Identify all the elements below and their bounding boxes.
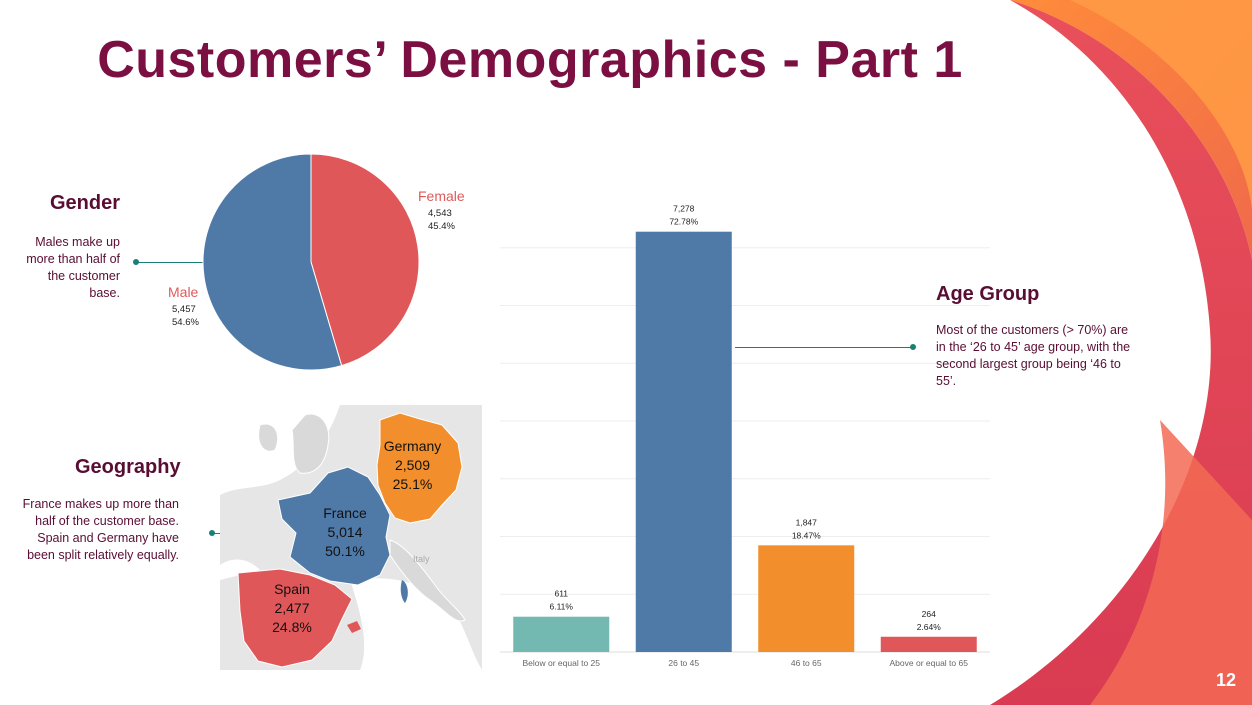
germany-percent: 25.1% bbox=[392, 476, 433, 492]
x-tick-label: Below or equal to 25 bbox=[523, 658, 601, 668]
age-heading: Age Group bbox=[936, 283, 1040, 305]
france-count: 5,014 bbox=[327, 524, 363, 540]
gender-description: Males make up more than half of the cust… bbox=[26, 235, 120, 300]
france-region bbox=[277, 466, 391, 586]
bar-percent-label: 6.11% bbox=[550, 602, 574, 612]
bar-1 bbox=[513, 616, 610, 652]
x-tick-label: Above or equal to 65 bbox=[890, 658, 969, 668]
age-connector-line bbox=[735, 347, 913, 348]
europe-map: Italy bbox=[220, 405, 482, 670]
gender-pie-chart bbox=[202, 153, 420, 371]
bar-4 bbox=[880, 636, 977, 652]
bar-value-label: 611 bbox=[554, 589, 568, 599]
spain-percent: 24.8% bbox=[272, 619, 312, 635]
germany-count: 2,509 bbox=[394, 457, 431, 473]
male-count: 5,457 bbox=[172, 304, 196, 315]
gender-connector-line bbox=[136, 262, 206, 263]
x-tick-label: 46 to 65 bbox=[791, 658, 822, 668]
x-tick-label: 26 to 45 bbox=[668, 658, 699, 668]
spain-count: 2,477 bbox=[274, 600, 310, 616]
spain-region bbox=[237, 568, 353, 668]
italy-label: Italy bbox=[413, 554, 430, 564]
female-label: Female bbox=[418, 188, 465, 204]
slide-title: Customers’ Demographics - Part 1 bbox=[97, 31, 963, 89]
pie-slice-female bbox=[310, 153, 420, 367]
pie-slice-male bbox=[202, 153, 343, 371]
bar-percent-label: 18.47% bbox=[792, 530, 821, 540]
bar-3 bbox=[758, 545, 855, 652]
germany-region bbox=[376, 412, 463, 524]
age-bar-chart: 611 6.11% Below or equal to 25 7,278 72.78% 2… bbox=[500, 204, 990, 668]
spain-name: Spain bbox=[274, 581, 310, 597]
age-connector-dot bbox=[910, 344, 916, 350]
age-description: Most of the customers (> 70%) are in the… bbox=[936, 323, 1131, 388]
france-percent: 50.1% bbox=[325, 543, 365, 559]
geography-description: France makes up more than half of the cu… bbox=[22, 497, 179, 562]
bar-percent-label: 2.64% bbox=[917, 622, 942, 632]
bar-2 bbox=[635, 231, 732, 652]
female-count: 4,543 bbox=[428, 208, 452, 219]
germany-name: Germany bbox=[383, 438, 442, 454]
spain-label: Spain 2,477 24.8% bbox=[252, 580, 332, 637]
geography-heading: Geography bbox=[75, 456, 181, 478]
male-label: Male bbox=[168, 284, 199, 300]
bar-percent-label: 72.78% bbox=[669, 217, 698, 227]
germany-label: Germany 2,509 25.1% bbox=[370, 437, 455, 494]
bar-value-label: 1,847 bbox=[796, 517, 818, 527]
page-number: 12 bbox=[1215, 670, 1236, 690]
france-label: France 5,014 50.1% bbox=[305, 504, 385, 561]
male-percent: 54.6% bbox=[172, 317, 199, 328]
female-percent: 45.4% bbox=[428, 221, 455, 232]
gender-heading: Gender bbox=[50, 192, 121, 214]
france-name: France bbox=[323, 505, 367, 521]
bar-value-label: 264 bbox=[922, 609, 936, 619]
bar-value-label: 7,278 bbox=[673, 204, 695, 214]
